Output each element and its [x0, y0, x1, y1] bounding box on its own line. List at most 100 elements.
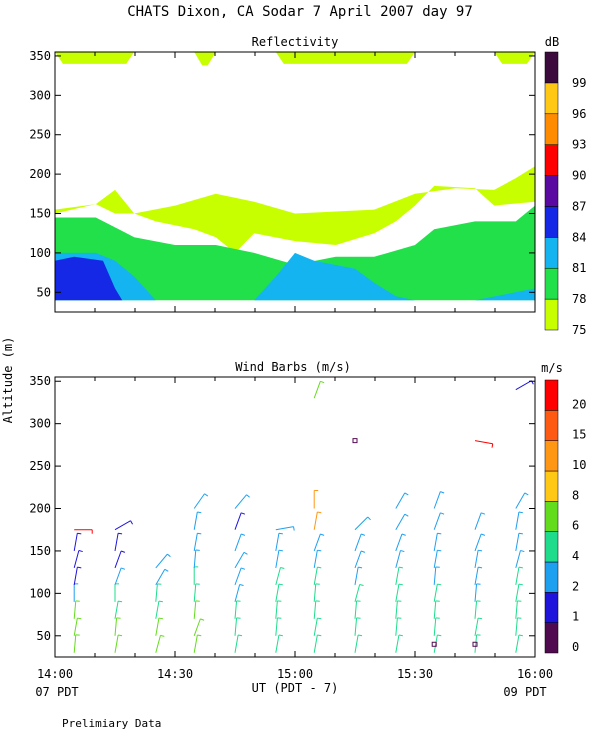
wind-barb	[395, 634, 400, 653]
wind-barb	[515, 584, 520, 602]
y-tick-label: 200	[29, 167, 51, 181]
wind-barb	[515, 617, 518, 636]
reflectivity-top-patch	[275, 52, 415, 64]
colorbar-label: 1	[572, 610, 579, 624]
reflectivity-top-patch	[494, 52, 535, 64]
wind-barb	[474, 550, 479, 568]
wind-barb-flag	[320, 533, 325, 536]
reflectivity-contour-78	[55, 205, 535, 301]
colorbar-label: 4	[572, 549, 579, 563]
wind-barb	[234, 567, 242, 586]
reflectivity-top-patch	[194, 52, 216, 66]
wind-barb	[275, 634, 280, 653]
wind-barb	[155, 569, 166, 586]
wind-barb	[275, 600, 278, 619]
wind-barb	[395, 584, 400, 602]
colorbar-segment	[544, 206, 559, 238]
wind-barb	[433, 533, 438, 552]
colorbar-label: 81	[572, 261, 586, 275]
colorbar-segment	[544, 470, 559, 502]
right-date-label: 09 PDT	[503, 685, 546, 699]
colorbar-label: 93	[572, 138, 586, 152]
wind-barb-flag	[480, 533, 486, 536]
wind-barb	[433, 550, 438, 568]
wind-barb	[193, 533, 198, 552]
wind-barb-flag	[398, 634, 403, 637]
wind-barb-flag	[359, 583, 364, 586]
wind-calm-marker	[472, 641, 478, 647]
reflectivity-contour-81	[254, 252, 415, 301]
wind-barb-flag	[518, 634, 523, 637]
wind-barb-flag	[118, 532, 123, 535]
wind-barb-flag	[238, 634, 243, 637]
wind-barb	[193, 634, 198, 653]
wind-barb	[313, 550, 318, 568]
wind-barb-flag	[77, 617, 82, 620]
y-tick-label: 350	[29, 49, 51, 63]
wind-barb-flag	[478, 566, 483, 569]
wind-barb	[155, 635, 161, 653]
reflectivity-top-patch	[55, 52, 135, 64]
wind-barb-flag	[77, 532, 82, 535]
wind-barb	[395, 600, 398, 619]
y-tick-label: 350	[29, 374, 51, 388]
wind-barb	[234, 584, 241, 602]
wind-barb	[275, 584, 280, 602]
wind-barb	[234, 494, 247, 509]
wind-barb-flag	[480, 512, 486, 515]
wind-barb	[433, 617, 437, 636]
wind-barb-flag	[278, 583, 283, 586]
wind-barb-flag	[360, 533, 366, 536]
wind-barb-flag	[401, 533, 406, 536]
colorbar-label: 96	[572, 107, 586, 121]
y-tick-label: 100	[29, 586, 51, 600]
wind-barb-flag	[367, 516, 371, 521]
wind-colorbar-unit: m/s	[541, 361, 563, 375]
wind-barb-flag	[200, 618, 205, 621]
x-tick-label: 14:00	[37, 667, 73, 681]
y-tick-label: 100	[29, 246, 51, 260]
wind-barb	[515, 634, 520, 653]
wind-barb	[114, 601, 119, 619]
wind-barb-flag	[440, 491, 445, 494]
wind-barb	[114, 617, 118, 636]
colorbar-segment	[544, 440, 559, 472]
wind-barb	[474, 533, 482, 552]
wind-barb-flag	[404, 513, 409, 517]
wind-barb	[313, 567, 318, 585]
wind-barb	[313, 600, 317, 619]
wind-barb	[474, 617, 479, 636]
wind-barb-flag	[518, 583, 523, 586]
wind-barb-flag	[437, 549, 442, 552]
y-tick-label: 200	[29, 502, 51, 516]
wind-barb	[73, 634, 77, 653]
wind-barb-flag	[118, 600, 123, 603]
wind-barb	[515, 492, 526, 509]
y-tick-label: 50	[37, 285, 51, 299]
wind-barb	[193, 549, 197, 568]
wind-barb	[313, 533, 321, 552]
wind-barb	[313, 634, 318, 653]
colorbar-segment	[544, 561, 559, 593]
wind-barb	[275, 550, 280, 568]
wind-barb	[73, 567, 78, 585]
wind-barb	[275, 526, 294, 531]
colorbar-label: 2	[572, 579, 579, 593]
wind-barb	[433, 584, 438, 602]
wind-barb-flag	[240, 533, 246, 536]
wind-barb	[515, 567, 520, 585]
colorbar-label: 78	[572, 292, 586, 306]
wind-barb-flag	[317, 549, 322, 552]
colorbar-label: 10	[572, 458, 586, 472]
wind-barb-flag	[120, 550, 126, 553]
y-tick-label: 150	[29, 544, 51, 558]
wind-barb	[275, 617, 278, 636]
wind-barb-flag	[317, 617, 322, 620]
wind-barb	[515, 550, 521, 569]
wind-barb	[515, 600, 518, 619]
wind-barb-flag	[317, 511, 322, 514]
wind-barb	[73, 550, 80, 569]
reflectivity-panel: 50 100 150 200 250 300 350 75 78 81 84 87 90 93 96 99	[29, 49, 586, 337]
wind-barb-flag	[518, 511, 523, 514]
wind-title: Wind Barbs (m/s)	[235, 360, 351, 374]
